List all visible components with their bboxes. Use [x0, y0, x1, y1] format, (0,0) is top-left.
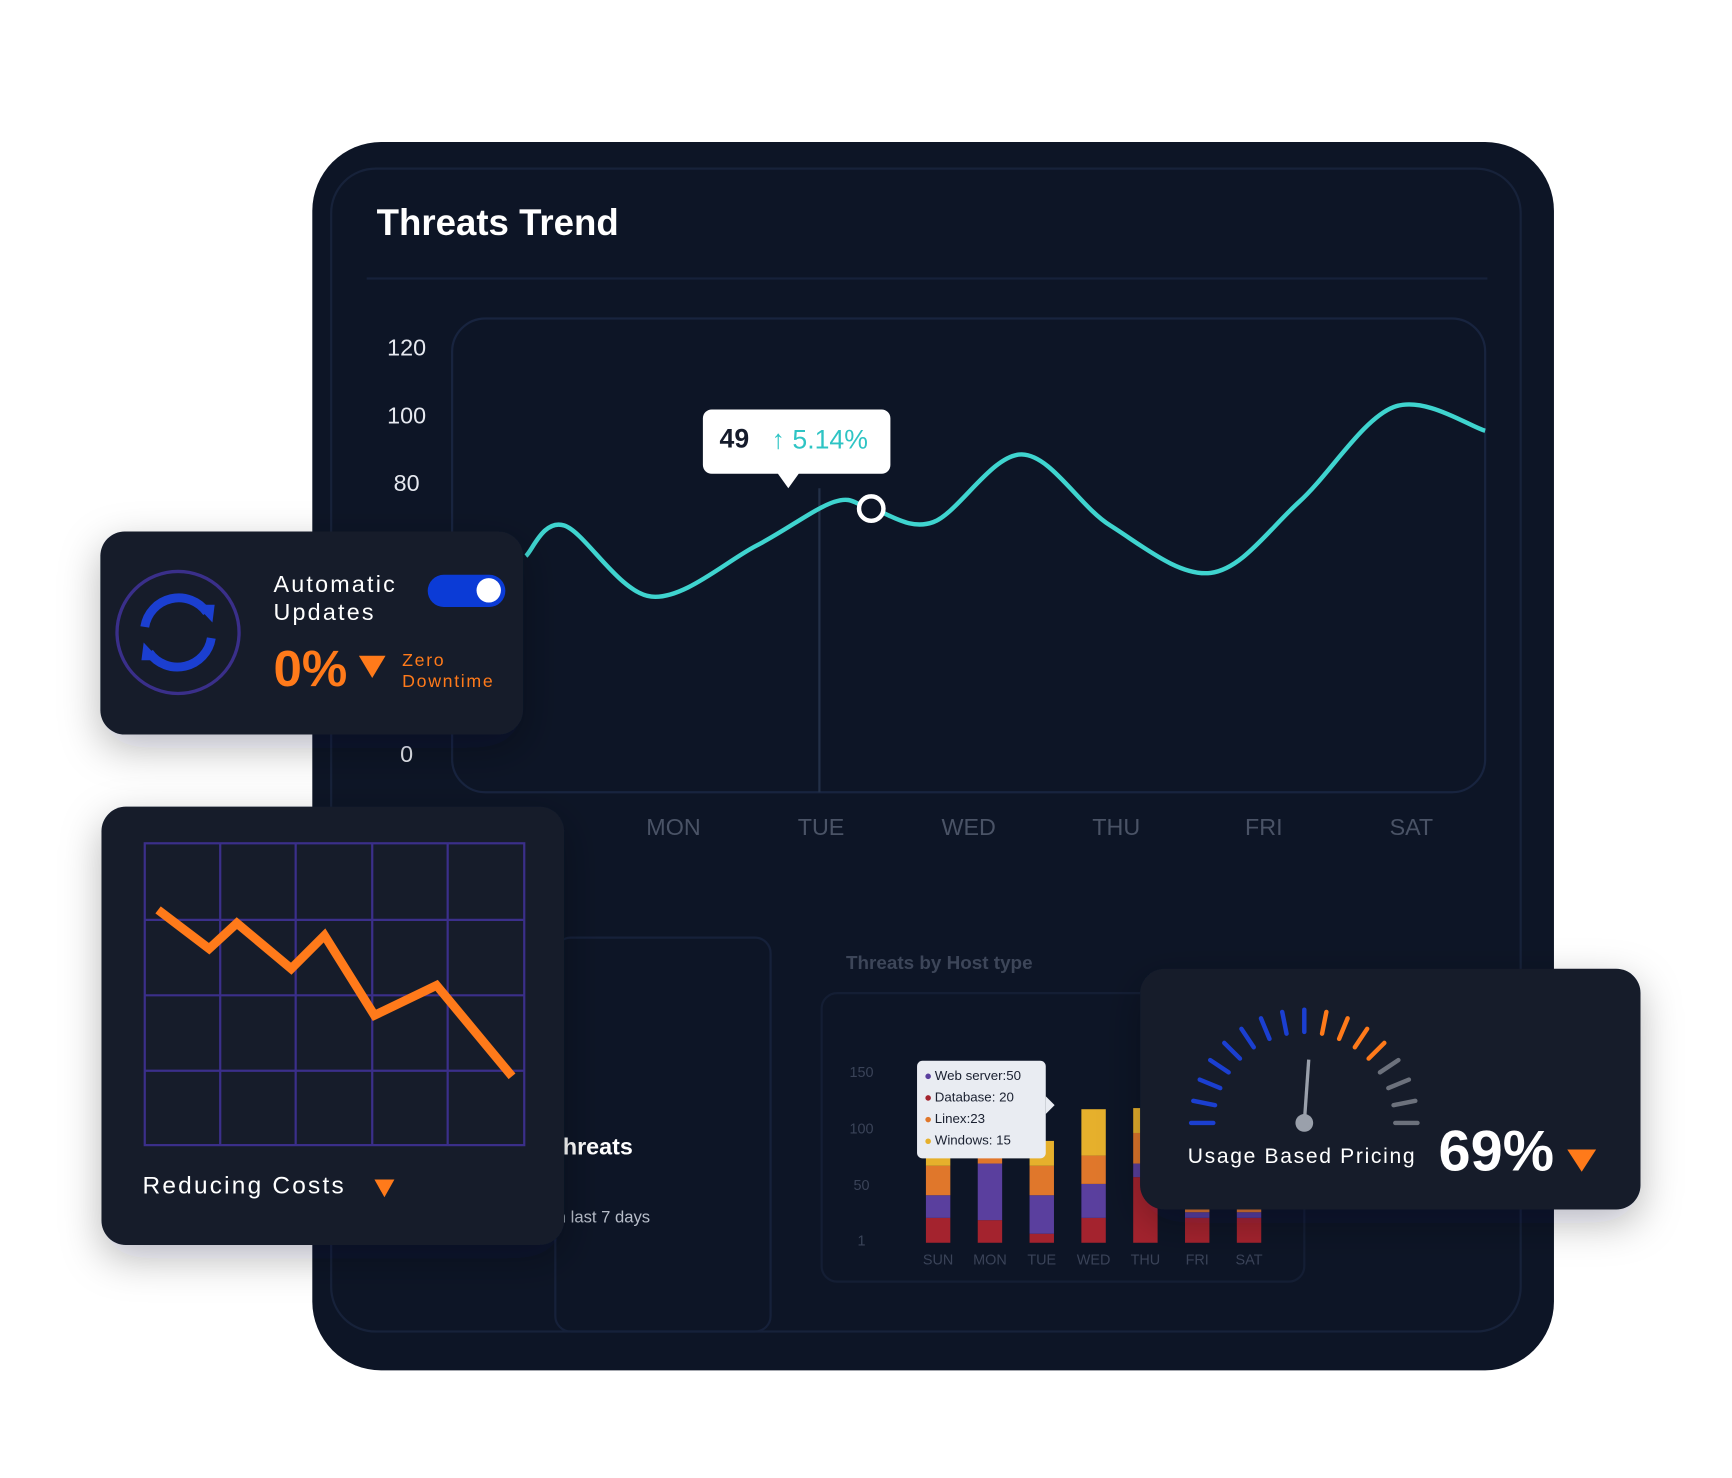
y-tick-label: 100 — [850, 1121, 874, 1137]
down-triangle — [374, 1179, 395, 1198]
bar-tooltip-pointer — [1045, 1096, 1055, 1115]
y-tick-label: 80 — [394, 470, 420, 496]
bar-segment — [1029, 1195, 1054, 1234]
gauge-tick — [1386, 1077, 1412, 1091]
down-triangle — [1567, 1149, 1597, 1172]
x-tick-label: FRI — [1186, 1252, 1209, 1268]
tooltip-change: ↑ 5.14% — [772, 425, 868, 455]
x-tick-label: SAT — [1236, 1252, 1263, 1268]
gauge-needle — [1302, 1059, 1311, 1124]
bar-segment — [1185, 1217, 1210, 1243]
tooltips: 49 ↑ 5.14% Web server:50 Database: 20 Line… — [702, 409, 1055, 1159]
card-note: Zero — [402, 650, 445, 670]
updates-card: Automatic Updates 0% Zero Downtime — [100, 531, 524, 735]
gauge-tick — [1207, 1057, 1231, 1075]
x-tick-label: MON — [646, 814, 700, 840]
gauge-tick — [1191, 1098, 1218, 1108]
card-value: 0% — [273, 640, 347, 697]
down-triangle — [358, 655, 386, 678]
card-title: Automatic — [273, 571, 397, 597]
bar-segment — [977, 1163, 1003, 1221]
tooltip-dot — [925, 1073, 931, 1080]
highlight-point — [856, 494, 886, 524]
cost-line — [155, 906, 516, 1080]
bar-segment — [925, 1217, 951, 1243]
bar-segment — [1081, 1183, 1106, 1218]
bar-segment — [1185, 1212, 1210, 1218]
costs-card: Reducing Costs — [101, 806, 565, 1245]
tooltip-dot — [925, 1138, 931, 1145]
card-note: Downtime — [402, 671, 494, 691]
tooltip-line: Windows: 15 — [935, 1133, 1011, 1148]
bar-segment — [1081, 1109, 1106, 1156]
bar-segment — [977, 1220, 1003, 1243]
bar-segment — [1236, 1212, 1262, 1218]
bar-segment — [1081, 1217, 1106, 1243]
y-tick-label: 120 — [387, 335, 426, 361]
pricing-card: Usage Based Pricing 69% — [1140, 968, 1641, 1210]
tooltip-pointer — [777, 472, 800, 489]
x-tick-label: TUE — [1027, 1252, 1056, 1268]
bar-segment — [1236, 1217, 1262, 1243]
x-tick-label: SAT — [1390, 814, 1434, 840]
tooltip-line: Database: 20 — [935, 1089, 1014, 1104]
y-tick-label: 100 — [387, 402, 426, 428]
gauge-hub — [1295, 1114, 1314, 1132]
x-tick-label: THU — [1092, 814, 1140, 840]
icon-ring — [115, 569, 241, 696]
gauge-tick — [1352, 1026, 1370, 1050]
tooltip-dot — [925, 1095, 931, 1101]
x-tick-label: WED — [941, 814, 995, 840]
sync-arrowhead — [195, 604, 215, 623]
tooltip-dot — [925, 1116, 931, 1123]
toggle-knob — [476, 578, 501, 603]
card-bg — [100, 531, 524, 735]
summary-subtitle: in last 7 days — [553, 1208, 650, 1227]
gauge-tick — [1239, 1026, 1256, 1050]
bar-segment — [1081, 1155, 1106, 1184]
y-tick-label: 1 — [858, 1233, 866, 1249]
tooltip-line: Linex:23 — [935, 1111, 985, 1126]
gauge-tick — [1197, 1077, 1223, 1091]
chart-title: Threats Trend — [377, 202, 619, 243]
cards: Automatic Updates 0% Zero Downtime Reduc… — [100, 531, 1641, 1245]
card-label: Reducing Costs — [143, 1173, 346, 1200]
sync-arrowhead — [141, 642, 161, 661]
y-tick-label: 150 — [850, 1065, 874, 1081]
tooltip-line: Web server:50 — [935, 1068, 1021, 1083]
x-tick-label: THU — [1131, 1252, 1161, 1268]
gauge-tick — [1319, 1009, 1329, 1036]
gauge-tick — [1391, 1098, 1418, 1108]
y-tick-label: 0 — [400, 741, 413, 767]
gauge-tick — [1258, 1016, 1272, 1042]
card-value: 69% — [1439, 1119, 1554, 1183]
card-title: Updates — [273, 599, 375, 625]
gauge-tick — [1222, 1040, 1243, 1061]
x-tick-label: MON — [973, 1252, 1007, 1268]
bar-segment — [1029, 1233, 1054, 1243]
bar-segment — [925, 1165, 951, 1196]
bar-segment — [1029, 1165, 1054, 1196]
bar-chart-title: Threats by Host type — [846, 952, 1033, 973]
x-tick-label: FRI — [1245, 814, 1283, 840]
y-tick-label: 50 — [854, 1178, 870, 1194]
gauge-tick — [1336, 1016, 1350, 1042]
bar-tooltip-box — [917, 1060, 1046, 1159]
bar-segment — [925, 1195, 951, 1218]
x-tick-label: TUE — [798, 814, 845, 840]
tooltip-value: 49 — [720, 424, 750, 454]
gauge-tick — [1377, 1057, 1401, 1075]
card-label: Usage Based Pricing — [1188, 1145, 1416, 1168]
tooltip-box — [702, 409, 891, 474]
trend-line — [524, 402, 1486, 599]
gauge-tick — [1279, 1009, 1289, 1036]
x-tick-label: WED — [1077, 1252, 1111, 1268]
x-tick-label: SUN — [923, 1252, 953, 1268]
gauge-tick — [1366, 1040, 1387, 1061]
panel-border — [330, 167, 1522, 1333]
